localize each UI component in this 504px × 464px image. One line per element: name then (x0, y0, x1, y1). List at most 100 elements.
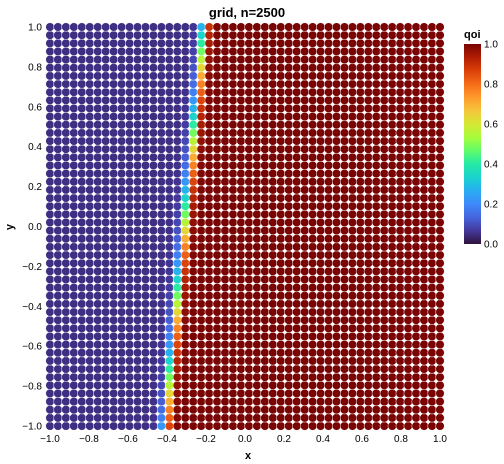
data-point (140, 250, 151, 260)
data-point (133, 372, 143, 382)
data-point (61, 258, 71, 268)
data-point (196, 152, 206, 162)
data-point (77, 46, 87, 56)
data-point (204, 22, 214, 32)
data-point (172, 209, 182, 219)
data-point (61, 283, 71, 293)
data-point (268, 46, 278, 56)
data-point (69, 307, 79, 317)
data-point (220, 160, 230, 170)
data-point (109, 348, 119, 358)
data-point (180, 315, 190, 325)
data-point (276, 315, 286, 325)
data-point (363, 71, 373, 81)
data-point (69, 356, 79, 366)
data-point (395, 71, 405, 81)
data-point (180, 405, 190, 415)
data-point (109, 217, 119, 227)
data-point (101, 201, 111, 211)
data-point (109, 169, 119, 179)
data-point (101, 95, 111, 105)
data-point (308, 283, 318, 293)
data-point (276, 397, 286, 407)
data-point (371, 380, 381, 390)
data-point (387, 193, 397, 203)
data-point (172, 364, 182, 374)
data-point (427, 372, 437, 382)
data-point (196, 136, 206, 146)
data-point (236, 356, 246, 366)
data-point (244, 356, 254, 366)
data-point (244, 38, 254, 48)
data-point (292, 291, 302, 301)
data-point (379, 413, 389, 423)
data-point (236, 160, 246, 170)
data-point (363, 128, 373, 138)
data-point (172, 22, 182, 32)
data-point (395, 372, 405, 382)
data-point (316, 185, 326, 195)
data-point (220, 315, 230, 325)
data-point (387, 22, 397, 32)
x-tick-label: 0.2 (277, 434, 291, 445)
data-point (411, 95, 421, 105)
data-point (117, 331, 127, 341)
data-point (363, 144, 373, 154)
data-point (363, 30, 373, 40)
data-point (387, 356, 397, 366)
data-point (188, 185, 198, 195)
data-point (196, 291, 206, 301)
data-point (411, 356, 421, 366)
data-point (411, 63, 421, 73)
data-point (204, 388, 214, 398)
data-point (339, 193, 350, 203)
data-point (212, 291, 222, 301)
data-point (268, 413, 278, 423)
data-point (69, 71, 79, 81)
data-point (308, 30, 318, 40)
data-point (236, 340, 246, 350)
data-point (427, 307, 437, 317)
data-point (125, 315, 135, 325)
data-point (292, 144, 302, 154)
data-point (133, 217, 143, 227)
data-point (300, 38, 310, 48)
data-point (125, 144, 135, 154)
data-point (379, 258, 389, 268)
data-point (133, 177, 143, 187)
data-point (284, 274, 294, 284)
data-point (77, 348, 87, 358)
data-point (403, 258, 413, 268)
data-point (316, 22, 326, 32)
data-point (244, 193, 254, 203)
data-point (347, 372, 358, 382)
data-point (347, 340, 358, 350)
data-point (284, 299, 294, 309)
data-point (228, 120, 238, 130)
data-point (117, 234, 127, 244)
data-point (300, 87, 310, 97)
data-point (148, 193, 159, 203)
data-point (403, 144, 413, 154)
data-point (276, 291, 286, 301)
data-point (347, 242, 358, 252)
data-point (308, 340, 318, 350)
data-point (331, 209, 342, 219)
data-point (69, 79, 79, 89)
data-point (316, 364, 326, 374)
data-point (324, 348, 334, 358)
data-point (212, 112, 222, 122)
data-point (276, 250, 286, 260)
data-point (260, 136, 270, 146)
data-point (109, 356, 119, 366)
data-point (324, 136, 334, 146)
data-point (220, 372, 230, 382)
data-point (276, 160, 286, 170)
data-point (379, 242, 389, 252)
data-point (45, 266, 55, 276)
data-point (252, 258, 262, 268)
data-point (427, 315, 437, 325)
data-point (427, 71, 437, 81)
data-point (109, 388, 119, 398)
data-point (276, 22, 286, 32)
